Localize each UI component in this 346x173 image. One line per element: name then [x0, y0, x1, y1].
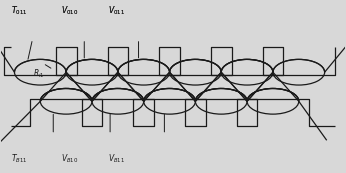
- Text: $V_{B11}$: $V_{B11}$: [108, 153, 125, 165]
- Text: $T_{011}$: $T_{011}$: [11, 4, 27, 17]
- Text: $V_{011}$: $V_{011}$: [108, 4, 125, 17]
- Text: $V_{B10}$: $V_{B10}$: [61, 153, 79, 165]
- Text: $V_{010}$: $V_{010}$: [61, 4, 78, 17]
- Text: $V_{011}$: $V_{011}$: [108, 4, 125, 17]
- Text: $V_{010}$: $V_{010}$: [61, 4, 78, 17]
- Text: $T_{B11}$: $T_{B11}$: [11, 153, 28, 165]
- Text: $R_{i1}$: $R_{i1}$: [34, 67, 45, 80]
- Text: $T_{011}$: $T_{011}$: [11, 4, 27, 17]
